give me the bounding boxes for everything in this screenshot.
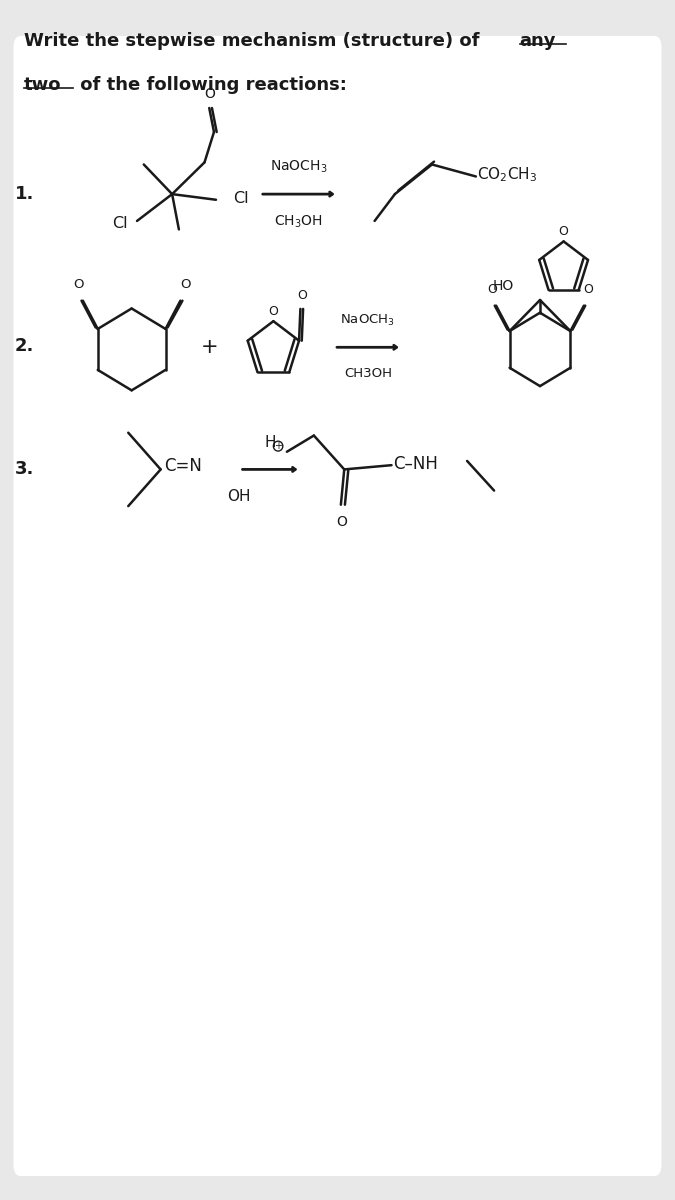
Text: C=N: C=N: [164, 457, 202, 475]
Text: 2.: 2.: [15, 337, 34, 355]
Text: O: O: [74, 278, 84, 290]
Text: O: O: [297, 289, 306, 302]
Text: C–NH: C–NH: [393, 455, 437, 473]
Text: NaOCH$_3$: NaOCH$_3$: [340, 313, 396, 329]
Text: any: any: [520, 31, 556, 49]
Text: O: O: [583, 283, 593, 295]
Text: of the following reactions:: of the following reactions:: [74, 77, 347, 95]
Text: NaOCH$_3$: NaOCH$_3$: [269, 158, 327, 175]
Text: CH$_3$OH: CH$_3$OH: [274, 214, 323, 230]
Text: O: O: [487, 283, 497, 295]
Text: HO: HO: [492, 278, 514, 293]
Text: CH3OH: CH3OH: [344, 367, 392, 380]
Text: Cl: Cl: [111, 216, 128, 232]
Text: Write the stepwise mechanism (structure) of: Write the stepwise mechanism (structure)…: [24, 31, 485, 49]
Text: +: +: [200, 337, 218, 358]
Text: two: two: [24, 77, 61, 95]
Text: O: O: [559, 224, 568, 238]
Text: 1.: 1.: [15, 185, 34, 203]
Text: OH: OH: [227, 490, 250, 504]
Text: CO$_2$CH$_3$: CO$_2$CH$_3$: [477, 166, 537, 185]
Text: O: O: [180, 278, 191, 290]
Text: O: O: [336, 515, 347, 528]
Text: 3.: 3.: [15, 461, 34, 479]
Text: H: H: [264, 436, 276, 450]
Text: +: +: [274, 442, 282, 451]
Text: O: O: [205, 86, 215, 101]
Text: Cl: Cl: [233, 191, 248, 206]
Text: O: O: [269, 305, 278, 318]
